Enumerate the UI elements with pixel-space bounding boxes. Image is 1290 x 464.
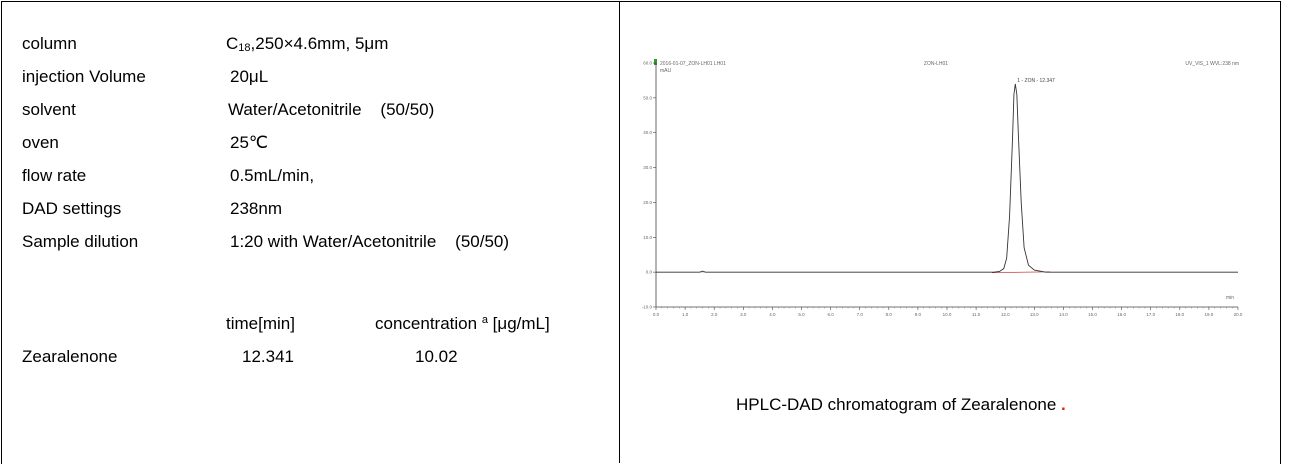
x-tick-label: 5.0 — [798, 312, 805, 317]
chart-header-right: UV_VIS_1 WVL:238 nm — [1185, 61, 1239, 67]
x-tick-label: 12.0 — [1001, 312, 1010, 317]
y-tick-label: 0.0 — [646, 270, 653, 275]
chart-header-mid: ZON-LH01 — [924, 61, 948, 67]
y-tick-label: -10.0 — [642, 305, 653, 310]
x-tick-label: 16.0 — [1117, 312, 1126, 317]
x-tick-label: 6.0 — [827, 312, 834, 317]
param-label-solvent: solvent — [22, 100, 76, 119]
results-header-time: time[min] — [226, 314, 295, 333]
x-tick-label: 9.0 — [915, 312, 922, 317]
results-concentration-value: 10.02 — [415, 347, 458, 366]
param-label-injection-volume: injection Volume — [22, 67, 146, 86]
x-tick-label: 4.0 — [769, 312, 776, 317]
x-tick-label: 13.0 — [1030, 312, 1039, 317]
x-tick-label: 1.0 — [682, 312, 689, 317]
caption-red-dot: . — [1061, 395, 1066, 414]
y-tick-label: 30.0 — [643, 165, 652, 170]
param-label-dad-settings: DAD settings — [22, 199, 122, 218]
results-row-name: Zearalenone — [22, 347, 118, 366]
x-tick-label: 7.0 — [857, 312, 864, 317]
param-value-injection-volume: 20μL — [230, 67, 269, 86]
results-time-value: 12.341 — [242, 347, 294, 366]
x-tick-label: 19.0 — [1205, 312, 1214, 317]
x-tick-label: 20.0 — [1234, 312, 1243, 317]
y-tick-label: 10.0 — [643, 235, 652, 240]
chromatogram-chart: 2016-01-07_ZON-LH01 LH01 ZON-LH01 UV_VIS… — [634, 55, 1244, 355]
x-tick-label: 0.0 — [653, 312, 660, 317]
param-value-sample-dilution: 1:20 with Water/Acetonitrile (50/50) — [230, 232, 510, 251]
peak-label: 1 - ZON - 12.347 — [1017, 78, 1055, 84]
x-tick-label: 14.0 — [1059, 312, 1068, 317]
x-tick-label: 11.0 — [972, 312, 981, 317]
integration-baseline — [992, 271, 1051, 274]
x-tick-label: 3.0 — [740, 312, 747, 317]
x-tick-label: 17.0 — [1146, 312, 1155, 317]
x-tick-label: 8.0 — [886, 312, 893, 317]
param-value-column: C18,250×4.6mm, 5μm — [226, 34, 389, 54]
report-marker-icon — [654, 59, 657, 65]
chart-header-left: 2016-01-07_ZON-LH01 LH01 — [660, 61, 726, 67]
param-value-oven: 25℃ — [230, 133, 269, 152]
param-label-oven: oven — [22, 133, 59, 152]
chromatogram-caption: HPLC-DAD chromatogram of Zearalenone . — [736, 395, 1066, 414]
param-value-solvent: Water/Acetonitrile (50/50) — [228, 100, 435, 119]
x-tick-label: 10.0 — [943, 312, 952, 317]
param-value-dad-settings: 238nm — [230, 199, 282, 218]
chromatogram-trace — [656, 83, 1238, 273]
column-divider — [619, 1, 620, 463]
x-tick-label: 15.0 — [1088, 312, 1097, 317]
param-label-column: column — [22, 34, 77, 53]
x-tick-label: 2.0 — [711, 312, 718, 317]
results-header-concentration: concentration a [μg/mL] — [375, 314, 550, 333]
param-label-flow-rate: flow rate — [22, 166, 87, 185]
param-value-flow-rate: 0.5mL/min, — [230, 166, 315, 185]
y-tick-label: 50.0 — [643, 95, 652, 100]
y-tick-label: 40.0 — [643, 130, 652, 135]
param-label-sample-dilution: Sample dilution — [22, 232, 139, 251]
y-tick-label: 60.0 — [643, 61, 652, 66]
y-tick-label: 20.0 — [643, 200, 652, 205]
x-unit-label: min — [1226, 295, 1234, 301]
y-unit-label: mAU — [660, 68, 672, 74]
x-tick-label: 18.0 — [1175, 312, 1184, 317]
chart-background — [634, 55, 1244, 355]
